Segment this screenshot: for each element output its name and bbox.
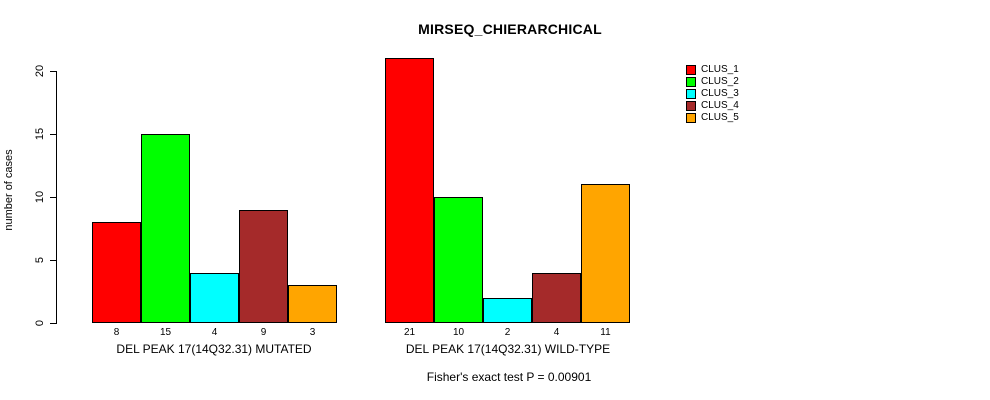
y-axis-tick	[50, 71, 56, 72]
bar-value-label: 2	[504, 327, 511, 338]
legend-label: CLUS_1	[701, 64, 739, 75]
bar-value-label: 10	[452, 327, 465, 338]
legend-swatch-icon	[686, 113, 696, 123]
legend-label: CLUS_3	[701, 88, 739, 99]
y-axis-tick-label: 0	[34, 319, 46, 327]
legend-item-clus_4: CLUS_4	[686, 100, 739, 112]
y-axis-tick-label: 5	[34, 256, 46, 264]
legend-label: CLUS_5	[701, 112, 739, 123]
legend-label: CLUS_4	[701, 100, 739, 111]
caption-fishers-test: Fisher's exact test P = 0.00901	[426, 370, 592, 384]
legend-swatch-icon	[686, 65, 696, 75]
bar-clus_2-group1	[141, 134, 190, 323]
legend-item-clus_5: CLUS_5	[686, 112, 739, 124]
y-axis-tick-label: 15	[34, 127, 46, 141]
group-label-mutated: DEL PEAK 17(14Q32.31) MUTATED	[116, 342, 312, 356]
y-axis-label: number of cases	[3, 149, 15, 231]
y-axis-tick	[50, 197, 56, 198]
bar-clus_2-group2	[434, 197, 483, 323]
bar-value-label: 11	[600, 327, 611, 338]
bar-value-label: 9	[260, 327, 267, 338]
bar-clus_5-group2	[581, 184, 630, 323]
legend-swatch-icon	[686, 77, 696, 87]
y-axis-tick-label: 20	[34, 64, 46, 78]
legend-label: CLUS_2	[701, 76, 739, 87]
bar-value-label: 8	[113, 327, 120, 338]
bar-value-label: 4	[553, 327, 560, 338]
legend-swatch-icon	[686, 101, 696, 111]
bar-clus_1-group2	[385, 58, 434, 323]
bar-clus_1-group1	[92, 222, 141, 323]
y-axis-tick	[50, 260, 56, 261]
legend-item-clus_3: CLUS_3	[686, 88, 739, 100]
bar-clus_4-group2	[532, 273, 581, 323]
legend-item-clus_2: CLUS_2	[686, 76, 739, 88]
legend: CLUS_1 CLUS_2 CLUS_3 CLUS_4 CLUS_5	[686, 64, 739, 124]
bar-clus_4-group1	[239, 210, 288, 323]
y-axis	[56, 71, 57, 324]
bar-clus_3-group1	[190, 273, 239, 323]
bar-clus_5-group1	[288, 285, 337, 323]
y-axis-tick	[50, 323, 56, 324]
bar-clus_3-group2	[483, 298, 532, 323]
bar-value-label: 15	[159, 327, 172, 338]
y-axis-tick-label: 10	[34, 190, 46, 204]
legend-swatch-icon	[686, 89, 696, 99]
chart-title: MIRSEQ_CHIERARCHICAL	[418, 21, 602, 37]
bar-value-label: 3	[309, 327, 316, 338]
group-label-wild-type: DEL PEAK 17(14Q32.31) WILD-TYPE	[405, 342, 611, 356]
y-axis-tick	[50, 134, 56, 135]
legend-item-clus_1: CLUS_1	[686, 64, 739, 76]
bar-value-label: 21	[403, 327, 416, 338]
bar-value-label: 4	[211, 327, 218, 338]
